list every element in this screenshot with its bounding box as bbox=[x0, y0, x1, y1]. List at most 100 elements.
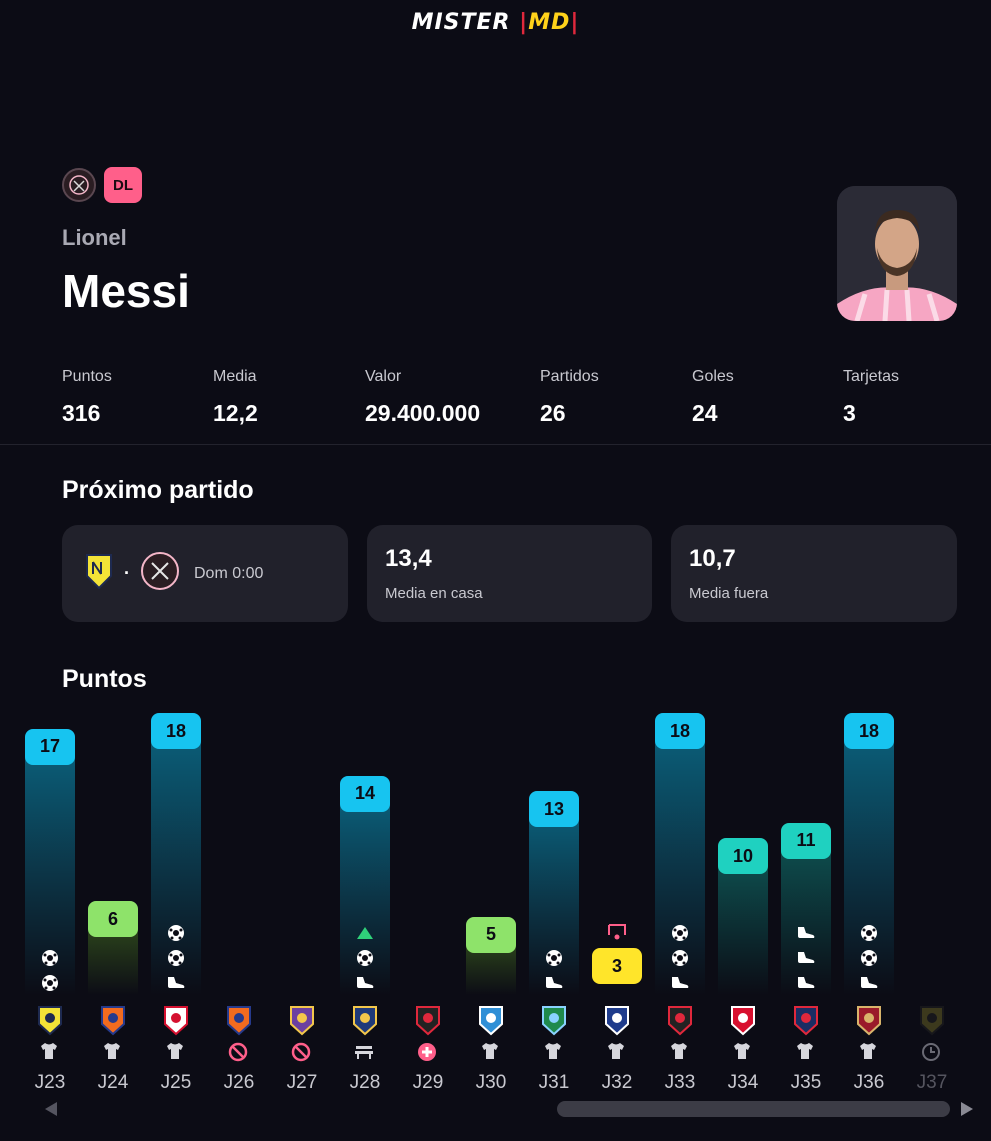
opponent-crests bbox=[0, 1004, 991, 1040]
points-bar-j35[interactable]: 11 bbox=[781, 700, 831, 1000]
nashville-crest-icon[interactable] bbox=[916, 1004, 948, 1036]
app-logo[interactable]: MISTER |MD| bbox=[0, 10, 991, 35]
dc-united-crest-icon[interactable] bbox=[664, 1004, 696, 1036]
scroll-right-arrow-icon[interactable] bbox=[960, 1101, 974, 1122]
away-average-card: 10,7 Media fuera bbox=[671, 525, 957, 622]
chicago-fire-crest-icon[interactable] bbox=[475, 1004, 507, 1036]
stat-label: Valor bbox=[365, 368, 402, 385]
stat-label: Goles bbox=[692, 368, 734, 385]
points-value-badge: 14 bbox=[340, 775, 390, 812]
home-average-value: 13,4 bbox=[385, 545, 432, 572]
player-stats: Puntos 316 Media 12,2 Valor 29.400.000 Part… bbox=[62, 368, 942, 428]
toronto-fc-crest-icon[interactable] bbox=[727, 1004, 759, 1036]
points-bar-j36[interactable]: 18 bbox=[844, 700, 894, 1000]
next-match-card[interactable]: · Dom 0:00 bbox=[62, 525, 348, 622]
triangle-up-icon bbox=[355, 923, 375, 943]
goal-icon bbox=[670, 923, 690, 943]
nashville-crest-icon[interactable] bbox=[34, 1004, 66, 1036]
points-chart[interactable]: 17 6 18 14 5 13 3 18 10 11 18 bbox=[0, 700, 991, 1000]
new-england-crest-icon[interactable] bbox=[790, 1004, 822, 1036]
round-label[interactable]: J34 bbox=[727, 1072, 759, 1093]
cf-montreal-crest-icon[interactable] bbox=[601, 1004, 633, 1036]
atlanta-united-crest-icon[interactable] bbox=[853, 1004, 885, 1036]
stat-value: 3 bbox=[843, 400, 856, 426]
clock-icon bbox=[921, 1042, 943, 1064]
position-badge: DL bbox=[104, 167, 142, 203]
stat-value: 24 bbox=[692, 400, 718, 426]
points-bar-j34[interactable]: 10 bbox=[718, 700, 768, 1000]
goal-icon bbox=[40, 973, 60, 993]
round-label[interactable]: J31 bbox=[538, 1072, 570, 1093]
logo-bar: | bbox=[519, 10, 529, 35]
stat-value: 316 bbox=[62, 400, 101, 426]
stat-label: Media bbox=[213, 368, 257, 385]
round-label[interactable]: J28 bbox=[349, 1072, 381, 1093]
shirt-icon bbox=[732, 1042, 754, 1064]
seattle-sounders-crest-icon[interactable] bbox=[538, 1004, 570, 1036]
points-bar-fill bbox=[718, 856, 768, 995]
assist-boot-icon bbox=[796, 948, 816, 968]
round-label[interactable]: J35 bbox=[790, 1072, 822, 1093]
round-label[interactable]: J23 bbox=[34, 1072, 66, 1093]
points-value-badge: 11 bbox=[781, 822, 831, 859]
points-section-title: Puntos bbox=[62, 665, 147, 693]
stat-label: Partidos bbox=[540, 368, 599, 385]
logo-bar: | bbox=[570, 10, 580, 35]
round-label[interactable]: J37 bbox=[916, 1072, 948, 1093]
inter-miami-crest-icon[interactable] bbox=[62, 168, 96, 202]
la-galaxy-crest-icon[interactable] bbox=[349, 1004, 381, 1036]
assist-boot-icon bbox=[670, 973, 690, 993]
bench-icon bbox=[354, 1042, 376, 1064]
shirt-icon bbox=[858, 1042, 880, 1064]
dc-united-crest-icon[interactable] bbox=[412, 1004, 444, 1036]
goal-icon bbox=[544, 948, 564, 968]
logo-md: MD bbox=[528, 10, 571, 35]
shirt-icon bbox=[102, 1042, 124, 1064]
orlando-city-crest-icon[interactable] bbox=[286, 1004, 318, 1036]
assist-boot-icon bbox=[166, 973, 186, 993]
round-label[interactable]: J27 bbox=[286, 1072, 318, 1093]
goal-icon bbox=[859, 923, 879, 943]
assist-boot-icon bbox=[859, 973, 879, 993]
goal-icon bbox=[40, 948, 60, 968]
assist-boot-icon bbox=[796, 973, 816, 993]
round-label[interactable]: J24 bbox=[97, 1072, 129, 1093]
round-label[interactable]: J36 bbox=[853, 1072, 885, 1093]
points-bar-j28[interactable]: 14 bbox=[340, 700, 390, 1000]
player-badges: DL bbox=[62, 167, 142, 203]
goal-icon bbox=[166, 923, 186, 943]
horizontal-scrollbar[interactable] bbox=[557, 1101, 950, 1117]
player-last-name: Messi bbox=[62, 265, 190, 317]
stat-value: 12,2 bbox=[213, 400, 258, 426]
assist-boot-icon bbox=[796, 923, 816, 943]
points-bar-j31[interactable]: 13 bbox=[529, 700, 579, 1000]
red-bulls-crest-icon[interactable] bbox=[160, 1004, 192, 1036]
shirt-icon bbox=[795, 1042, 817, 1064]
points-value-badge: 5 bbox=[466, 916, 516, 953]
round-label[interactable]: J33 bbox=[664, 1072, 696, 1093]
fc-cincinnati-crest-icon[interactable] bbox=[97, 1004, 129, 1036]
round-label[interactable]: J32 bbox=[601, 1072, 633, 1093]
round-label[interactable]: J29 bbox=[412, 1072, 444, 1093]
logo-text: MISTER bbox=[411, 10, 520, 35]
goal-icon bbox=[859, 948, 879, 968]
points-bar-j24[interactable]: 6 bbox=[88, 700, 138, 1000]
nashville-crest-icon bbox=[84, 552, 114, 595]
round-label[interactable]: J30 bbox=[475, 1072, 507, 1093]
shirt-icon bbox=[606, 1042, 628, 1064]
points-bar-j23[interactable]: 17 bbox=[25, 700, 75, 1000]
points-bar-j25[interactable]: 18 bbox=[151, 700, 201, 1000]
points-bar-j33[interactable]: 18 bbox=[655, 700, 705, 1000]
scroll-left-arrow-icon[interactable] bbox=[44, 1101, 58, 1122]
round-label[interactable]: J25 bbox=[160, 1072, 192, 1093]
goal-icon bbox=[670, 948, 690, 968]
points-bar-j30[interactable]: 5 bbox=[466, 700, 516, 1000]
points-value-badge: 3 bbox=[592, 948, 642, 984]
round-label[interactable]: J26 bbox=[223, 1072, 255, 1093]
stat-goals: Goles 24 bbox=[692, 368, 734, 427]
points-bar-j32[interactable]: 3 bbox=[592, 700, 642, 1000]
stat-matches: Partidos 26 bbox=[540, 368, 599, 427]
fc-cincinnati-crest-icon[interactable] bbox=[223, 1004, 255, 1036]
divider bbox=[0, 444, 991, 445]
stat-label: Tarjetas bbox=[843, 368, 900, 385]
